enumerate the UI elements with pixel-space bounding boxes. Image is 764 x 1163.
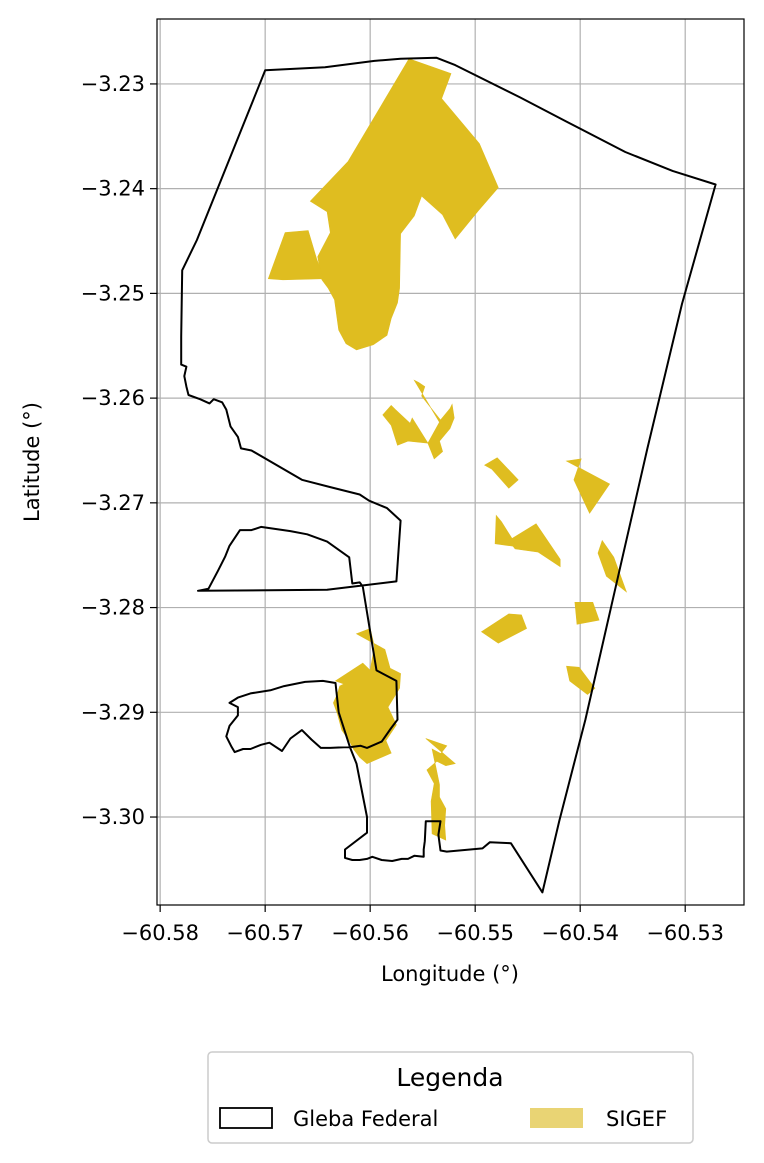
sigef-parcel-13: [425, 738, 456, 767]
legend-sigef-swatch: [530, 1108, 583, 1128]
y-tick-label-5: −3.28: [81, 596, 145, 620]
sigef-parcel-7: [494, 514, 518, 548]
sigef-parcel-8: [480, 613, 527, 644]
y-tick-label-1: −3.24: [81, 177, 145, 201]
y-tick-label-7: −3.30: [81, 805, 145, 829]
plot-frame: [156, 18, 745, 906]
y-axis-ticks: −3.23 −3.24 −3.25 −3.26 −3.27 −3.28 −3.29 −3.30: [81, 72, 157, 829]
x-tick-label-1: −60.57: [226, 921, 304, 945]
gleba-federal-layer: [180, 56, 717, 894]
x-tick-label-5: −60.53: [646, 921, 724, 945]
x-tick-label-4: −60.54: [541, 921, 619, 945]
legend-sigef-label: SIGEF: [606, 1107, 667, 1131]
y-tick-label-3: −3.26: [81, 386, 145, 410]
legend: Legenda Gleba Federal SIGEF: [207, 1051, 694, 1144]
x-tick-label-2: −60.56: [331, 921, 409, 945]
y-tick-label-6: −3.29: [81, 700, 145, 724]
x-tick-label-0: −60.58: [121, 921, 199, 945]
x-axis-label: Longitude (°): [381, 962, 519, 986]
sigef-parcel-6: [508, 523, 561, 568]
sigef-parcel-2: [382, 404, 429, 446]
y-tick-label-4: −3.27: [81, 491, 145, 515]
legend-title: Legenda: [396, 1063, 503, 1092]
sigef-parcel-12: [333, 628, 401, 764]
y-axis-label: Latitude (°): [20, 402, 44, 522]
sigef-parcel-14: [426, 748, 447, 841]
y-tick-label-0: −3.23: [81, 72, 145, 96]
sigef-parcel-0: [309, 58, 499, 351]
legend-gleba-label: Gleba Federal: [293, 1107, 438, 1131]
sigef-parcel-3: [413, 379, 455, 460]
legend-gleba-swatch: [219, 1107, 273, 1129]
sigef-parcel-1: [267, 230, 325, 281]
sigef-layer: [267, 58, 628, 841]
gleba-federal-boundary: [180, 56, 717, 894]
sigef-parcel-9: [574, 601, 600, 625]
y-tick-label-2: −3.25: [81, 281, 145, 305]
sigef-parcel-5: [565, 458, 611, 514]
x-axis-ticks: −60.58 −60.57 −60.56 −60.55 −60.54 −60.53: [121, 905, 724, 945]
sigef-parcel-4: [483, 457, 519, 489]
x-tick-label-3: −60.55: [436, 921, 514, 945]
